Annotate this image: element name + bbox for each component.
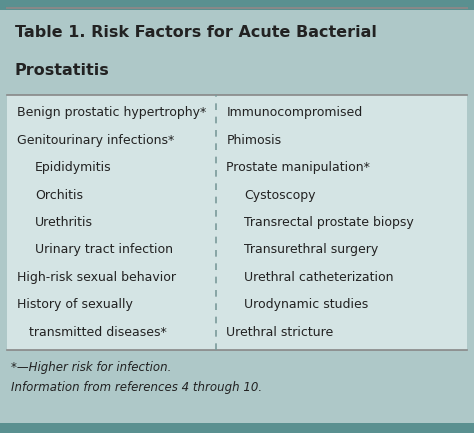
Text: transmitted diseases*: transmitted diseases* [17,326,167,339]
Text: Epididymitis: Epididymitis [35,161,111,174]
Text: Orchitis: Orchitis [35,189,83,202]
Text: Transurethral surgery: Transurethral surgery [244,243,379,256]
Text: Transrectal prostate biopsy: Transrectal prostate biopsy [244,216,414,229]
Text: Cystoscopy: Cystoscopy [244,189,316,202]
Text: History of sexually: History of sexually [17,298,133,311]
Text: Prostatitis: Prostatitis [15,63,110,78]
Text: Genitourinary infections*: Genitourinary infections* [17,134,174,147]
Text: *—Higher risk for infection.: *—Higher risk for infection. [11,362,172,375]
Text: High-risk sexual behavior: High-risk sexual behavior [17,271,176,284]
Text: Immunocompromised: Immunocompromised [226,107,363,120]
Text: Urodynamic studies: Urodynamic studies [244,298,369,311]
Text: Information from references 4 through 10.: Information from references 4 through 10… [11,381,262,394]
Text: Prostate manipulation*: Prostate manipulation* [226,161,370,174]
Text: Urethritis: Urethritis [35,216,93,229]
FancyBboxPatch shape [7,8,467,95]
FancyBboxPatch shape [7,95,467,350]
Text: Urethral stricture: Urethral stricture [226,326,334,339]
Text: Urethral catheterization: Urethral catheterization [244,271,394,284]
Text: Benign prostatic hypertrophy*: Benign prostatic hypertrophy* [17,107,206,120]
Text: Table 1. Risk Factors for Acute Bacterial: Table 1. Risk Factors for Acute Bacteria… [15,25,377,40]
FancyBboxPatch shape [0,0,474,10]
Text: Phimosis: Phimosis [226,134,282,147]
FancyBboxPatch shape [0,423,474,433]
Text: Urinary tract infection: Urinary tract infection [35,243,173,256]
